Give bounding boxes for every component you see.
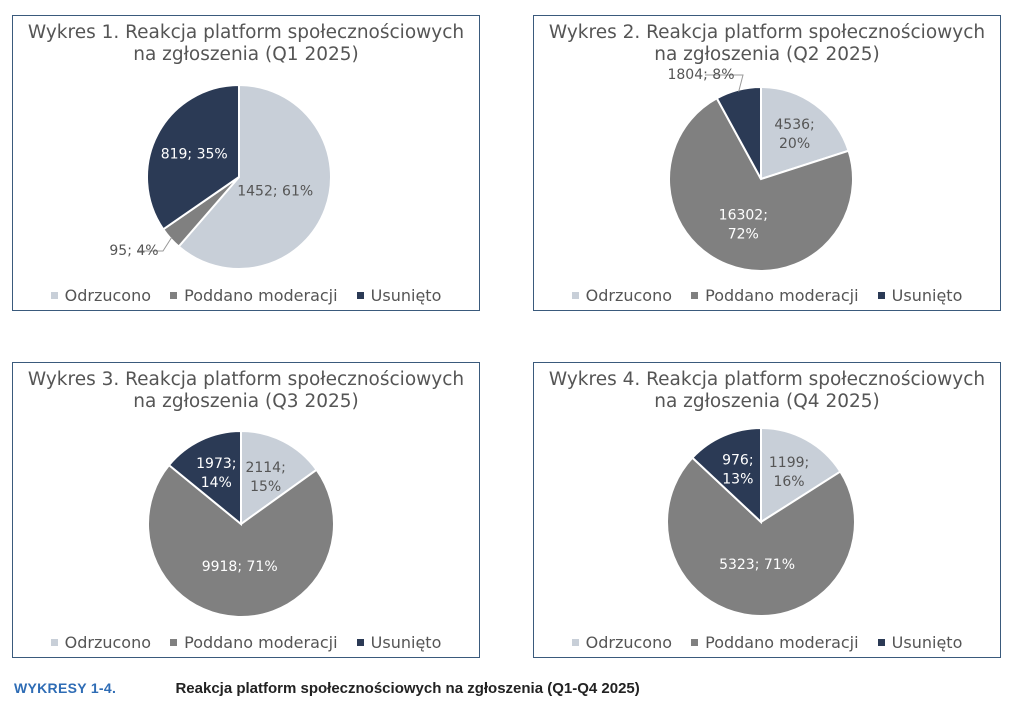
- legend-swatch-usunieto: [356, 292, 364, 299]
- data-label-odrzucono: 4536; 20%: [774, 117, 814, 152]
- legend-swatch-usunieto: [877, 292, 885, 299]
- legend-item-usunieto: Usunięto: [877, 286, 962, 305]
- legend-swatch-usunieto: [356, 639, 364, 646]
- chart-panel-q1: Wykres 1. Reakcja platform społecznościo…: [12, 15, 480, 311]
- data-label-odrzucono: 2114; 15%: [245, 460, 285, 495]
- data-label-poddano: 95; 4%: [109, 243, 158, 259]
- chart-legend: Odrzucono Poddano moderacji Usunięto: [534, 633, 1000, 652]
- chart-title: Wykres 4. Reakcja platform społecznościo…: [548, 369, 986, 412]
- caption-text: Reakcja platform społecznościowych na zg…: [175, 680, 640, 697]
- legend-item-odrzucono: Odrzucono: [571, 286, 672, 305]
- legend-item-poddano: Poddano moderacji: [691, 286, 859, 305]
- legend-item-odrzucono: Odrzucono: [571, 633, 672, 652]
- chart-legend: Odrzucono Poddano moderacji Usunięto: [534, 286, 1000, 305]
- pie-chart: 1199; 16% 5323; 71% 976; 13%: [666, 426, 856, 617]
- legend-swatch-poddano: [691, 639, 699, 646]
- data-label-usunieto: 819; 35%: [161, 146, 228, 162]
- legend-item-poddano: Poddano moderacji: [691, 633, 859, 652]
- legend-item-poddano: Poddano moderacji: [170, 286, 338, 305]
- pie-chart: 2114; 15% 9918; 71% 1973; 14%: [147, 429, 335, 618]
- data-label-usunieto: 976; 13%: [722, 453, 753, 488]
- data-label-usunieto: 1804; 8%: [667, 67, 734, 83]
- figure-caption: WYKRESY 1-4. Reakcja platform społecznoś…: [14, 680, 640, 698]
- chart-legend: Odrzucono Poddano moderacji Usunięto: [13, 286, 479, 305]
- legend-item-odrzucono: Odrzucono: [50, 633, 151, 652]
- caption-label: WYKRESY 1-4.: [14, 680, 117, 696]
- legend-swatch-odrzucono: [571, 639, 579, 646]
- slice-poddano: [147, 463, 335, 618]
- chart-panel-q3: Wykres 3. Reakcja platform społecznościo…: [12, 362, 480, 658]
- pie-chart: 4536; 20% 16302; 72% 1804; 8%: [667, 67, 854, 272]
- chart-title: Wykres 1. Reakcja platform społecznościo…: [27, 22, 465, 65]
- chart-title: Wykres 2. Reakcja platform społecznościo…: [548, 22, 986, 65]
- data-label-odrzucono: 1452; 61%: [237, 184, 313, 200]
- slice-poddano: [668, 96, 854, 272]
- slice-odrzucono: [760, 426, 842, 524]
- slice-usunieto: [146, 83, 240, 231]
- leader-line: [705, 74, 744, 92]
- legend-swatch-usunieto: [877, 639, 885, 646]
- legend-swatch-odrzucono: [50, 292, 58, 299]
- slice-odrzucono: [177, 83, 332, 270]
- legend-item-poddano: Poddano moderacji: [170, 633, 338, 652]
- chart-panel-q2: Wykres 2. Reakcja platform społecznościo…: [533, 15, 1001, 311]
- legend-swatch-odrzucono: [571, 292, 579, 299]
- slice-usunieto: [167, 429, 242, 527]
- legend-swatch-poddano: [691, 292, 699, 299]
- pie-chart: 1452; 61% 95; 4% 819; 35%: [109, 83, 332, 270]
- legend-item-odrzucono: Odrzucono: [50, 286, 151, 305]
- data-label-usunieto: 1973; 14%: [196, 456, 236, 491]
- legend-item-usunieto: Usunięto: [356, 286, 441, 305]
- data-label-poddano: 9918; 71%: [202, 559, 278, 575]
- chart-panel-q4: Wykres 4. Reakcja platform społecznościo…: [533, 362, 1001, 658]
- legend-swatch-odrzucono: [50, 639, 58, 646]
- legend-swatch-poddano: [170, 292, 178, 299]
- slice-odrzucono: [760, 85, 850, 181]
- chart-legend: Odrzucono Poddano moderacji Usunięto: [13, 633, 479, 652]
- slice-usunieto: [690, 426, 762, 525]
- legend-swatch-poddano: [170, 639, 178, 646]
- slice-usunieto: [715, 85, 762, 180]
- slice-poddano: [666, 456, 856, 617]
- leader-line: [138, 236, 173, 252]
- data-label-poddano: 5323; 71%: [719, 557, 795, 573]
- data-label-poddano: 16302; 72%: [719, 207, 768, 242]
- legend-item-usunieto: Usunięto: [877, 633, 962, 652]
- slice-odrzucono: [240, 429, 318, 526]
- legend-item-usunieto: Usunięto: [356, 633, 441, 652]
- data-label-odrzucono: 1199; 16%: [769, 455, 809, 490]
- chart-title: Wykres 3. Reakcja platform społecznościo…: [27, 369, 465, 412]
